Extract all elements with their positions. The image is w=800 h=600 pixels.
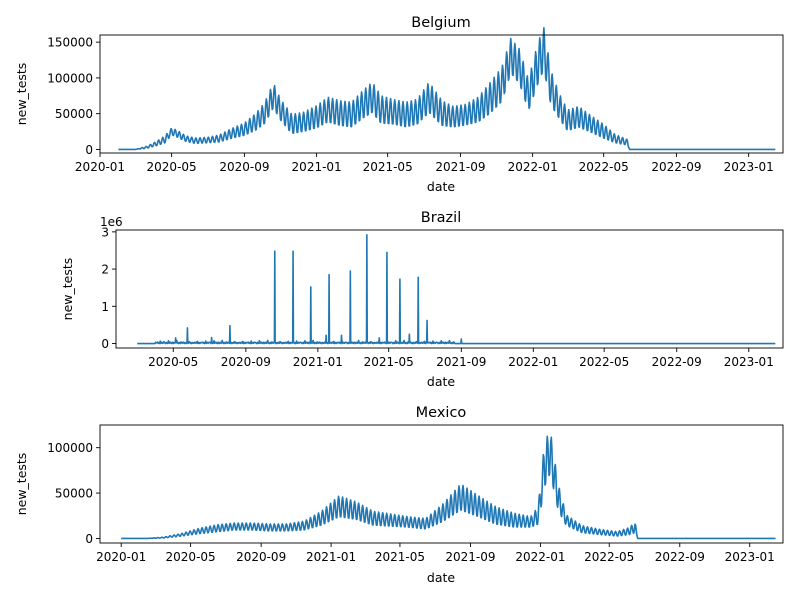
x-tick-label: 2020-01 bbox=[96, 550, 146, 564]
series-layer bbox=[118, 27, 776, 151]
series-layer bbox=[137, 234, 776, 345]
y-tick-label: 3 bbox=[101, 225, 109, 239]
x-tick-label: 2021-01 bbox=[293, 355, 343, 369]
y-tick-label: 150000 bbox=[47, 36, 93, 50]
x-tick-label: 2022-05 bbox=[579, 160, 629, 174]
y-tick-label: 100000 bbox=[47, 441, 93, 455]
series-line bbox=[118, 27, 776, 151]
y-tick-label: 0 bbox=[101, 337, 109, 351]
x-axis-label: date bbox=[427, 374, 455, 389]
x-axis-label: date bbox=[427, 179, 455, 194]
y-axis-label: new_tests bbox=[14, 453, 29, 516]
y-tick-label: 100000 bbox=[47, 71, 93, 85]
y-tick-label: 0 bbox=[85, 532, 93, 546]
tick-layer: 2020-05 2020-09 2021-01 2021-05 2021-09 2022-… bbox=[101, 225, 773, 369]
x-tick-label: 2022-01 bbox=[508, 355, 558, 369]
x-tick-label: 2021-09 bbox=[445, 550, 495, 564]
x-tick-label: 2021-05 bbox=[364, 355, 414, 369]
x-tick-label: 2022-09 bbox=[655, 550, 705, 564]
series-line bbox=[120, 435, 776, 540]
x-tick-label: 2020-05 bbox=[166, 550, 216, 564]
tick-layer: 2020-01 2020-05 2020-09 2021-01 2021-05 2021-… bbox=[47, 36, 774, 174]
x-tick-label: 2021-09 bbox=[435, 160, 485, 174]
y-tick-label: 0 bbox=[85, 143, 93, 157]
tick-layer: 2020-01 2020-05 2020-09 2021-01 2021-05 2021-… bbox=[47, 441, 775, 564]
x-tick-label: 2021-05 bbox=[363, 160, 413, 174]
x-tick-label: 2020-09 bbox=[219, 160, 269, 174]
x-axis-label: date bbox=[427, 570, 455, 585]
x-tick-label: 2023-01 bbox=[724, 160, 774, 174]
x-tick-label: 2020-09 bbox=[236, 550, 286, 564]
y-tick-label: 50000 bbox=[55, 487, 93, 501]
x-tick-label: 2021-01 bbox=[306, 550, 356, 564]
x-tick-label: 2020-09 bbox=[221, 355, 271, 369]
x-tick-label: 2022-05 bbox=[584, 550, 634, 564]
series-line bbox=[137, 234, 776, 345]
x-tick-label: 2022-09 bbox=[651, 160, 701, 174]
chart-title: Brazil bbox=[421, 210, 461, 226]
x-tick-label: 2021-05 bbox=[375, 550, 425, 564]
x-tick-label: 2022-09 bbox=[652, 355, 702, 369]
axes-frame bbox=[99, 34, 784, 154]
x-tick-label: 2021-01 bbox=[292, 160, 342, 174]
subplot-mexico: Mexico 2020-01 2020-05 2020-09 2021-01 2021-… bbox=[14, 405, 784, 585]
x-tick-label: 2020-05 bbox=[148, 355, 198, 369]
y-axis-offset-label: 1e6 bbox=[100, 215, 123, 229]
x-tick-label: 2022-05 bbox=[579, 355, 629, 369]
y-tick-label: 50000 bbox=[55, 107, 93, 121]
x-tick-label: 2022-01 bbox=[508, 160, 558, 174]
y-axis-label: new_tests bbox=[60, 258, 75, 321]
axes-frame bbox=[115, 229, 784, 349]
y-tick-label: 1 bbox=[101, 300, 109, 314]
x-tick-label: 2020-01 bbox=[75, 160, 125, 174]
x-tick-label: 2021-09 bbox=[436, 355, 486, 369]
x-tick-label: 2023-01 bbox=[725, 550, 775, 564]
chart-title: Mexico bbox=[416, 405, 467, 421]
x-tick-label: 2022-01 bbox=[515, 550, 565, 564]
subplot-belgium: Belgium 2020-01 2020-05 2020-09 2021-01 2021… bbox=[14, 15, 784, 194]
x-tick-label: 2023-01 bbox=[724, 355, 774, 369]
x-tick-label: 2020-05 bbox=[147, 160, 197, 174]
chart-title: Belgium bbox=[411, 15, 470, 31]
y-axis-label: new_tests bbox=[14, 63, 29, 126]
axes-frame bbox=[99, 424, 784, 544]
subplot-brazil: Brazil 1e6 2020-05 2020-09 2021-01 2021-05 2… bbox=[60, 210, 784, 389]
series-layer bbox=[120, 435, 776, 540]
y-tick-label: 2 bbox=[101, 263, 109, 277]
